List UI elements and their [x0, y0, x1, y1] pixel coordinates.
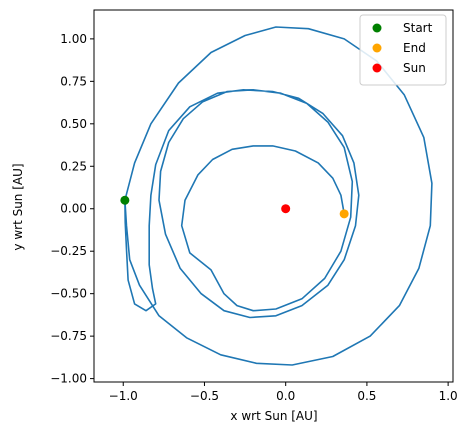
marker-start — [120, 195, 130, 205]
x-axis-label: x wrt Sun [AU] — [230, 409, 317, 423]
x-tick-label: 1.0 — [439, 389, 458, 403]
legend-box — [359, 14, 447, 86]
legend-label-start: Start — [403, 21, 433, 35]
legend-marker-start — [372, 23, 382, 33]
y-tick-label: −1.00 — [50, 372, 87, 386]
marker-sun — [281, 204, 291, 214]
y-tick-label: 0.50 — [60, 117, 87, 131]
trajectory-inner-loops — [124, 89, 360, 319]
x-tick-label: 0.5 — [357, 389, 376, 403]
legend: Start End Sun — [359, 14, 447, 86]
y-tick-label: −0.25 — [50, 244, 87, 258]
legend-marker-end — [372, 43, 382, 53]
legend-label-sun: Sun — [403, 61, 426, 75]
y-axis-ticks: −1.00 −0.75 −0.50 −0.25 0.00 0.25 0.50 0.75 1.00 — [50, 32, 94, 386]
plot-area — [93, 9, 454, 383]
y-tick-label: 0.00 — [60, 202, 87, 216]
y-tick-label: 0.25 — [60, 159, 87, 173]
x-tick-label: −0.5 — [190, 389, 219, 403]
y-axis-label: y wrt Sun [AU] — [11, 163, 25, 250]
marker-end — [339, 209, 349, 219]
trajectory-outer-loop — [124, 26, 433, 366]
y-tick-label: 0.75 — [60, 74, 87, 88]
y-tick-label: 1.00 — [60, 32, 87, 46]
plot-frame — [93, 9, 454, 383]
x-axis-ticks: −1.0 −0.5 0.0 0.5 1.0 — [109, 382, 458, 403]
x-tick-label: −1.0 — [109, 389, 138, 403]
y-tick-label: −0.75 — [50, 329, 87, 343]
y-tick-label: −0.50 — [50, 287, 87, 301]
legend-marker-sun — [372, 63, 382, 73]
legend-label-end: End — [403, 41, 426, 55]
x-tick-label: 0.0 — [276, 389, 295, 403]
